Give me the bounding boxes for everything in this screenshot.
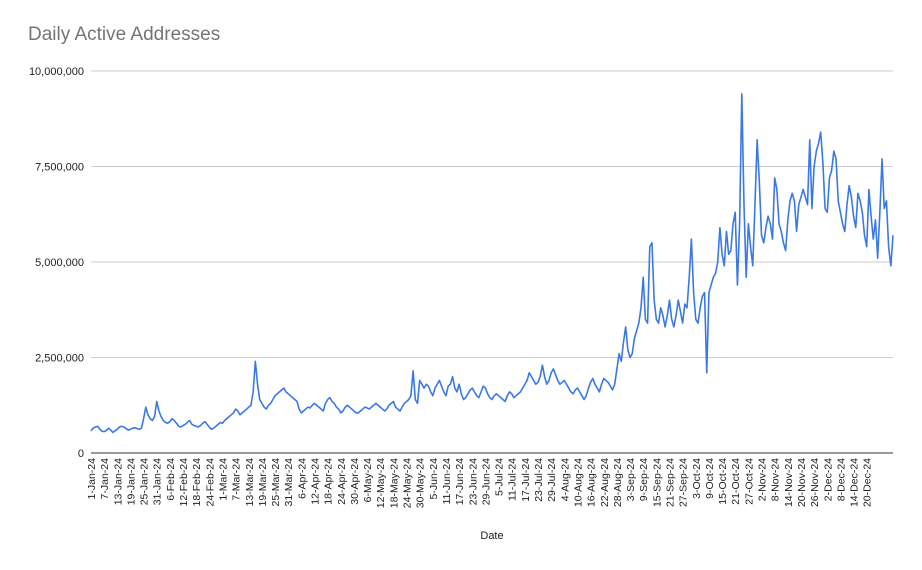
y-tick-label: 2,500,000 [35,353,84,365]
x-tick-label: 27-Oct-24 [743,458,755,505]
x-tick-label: 12-Apr-24 [310,458,322,505]
chart-title: Daily Active Addresses [28,24,221,45]
x-tick-label: 6-May-24 [362,458,374,503]
x-tick-label: 22-Aug-24 [599,458,611,507]
x-tick-label: 31-Jan-24 [152,458,164,505]
x-tick-label: 18-Apr-24 [323,458,335,505]
x-tick-label: 27-Sep-24 [678,458,690,507]
x-tick-label: 2-Nov-24 [757,458,769,501]
x-tick-label: 21-Sep-24 [664,458,676,507]
x-tick-label: 28-Aug-24 [612,458,624,507]
x-tick-label: 13-Mar-24 [244,458,256,507]
x-tick-label: 3-Oct-24 [691,458,703,499]
x-tick-label: 26-Nov-24 [809,458,821,507]
x-tick-label: 11-Jun-24 [441,458,453,505]
x-tick-label: 4-Aug-24 [559,458,571,501]
y-tick-label: 5,000,000 [35,257,84,269]
x-tick-label: 31-Mar-24 [283,458,295,507]
x-tick-label: 7-Jan-24 [99,458,111,500]
x-tick-label: 12-May-24 [375,458,387,508]
x-tick-label: 1-Jan-24 [86,458,98,500]
x-tick-label: 20-Dec-24 [862,458,874,507]
x-tick-label: 21-Oct-24 [730,458,742,505]
x-tick-label: 17-Jul-24 [520,458,532,502]
x-tick-label: 25-Jan-24 [139,458,151,505]
x-tick-label: 29-Jul-24 [546,458,558,502]
x-tick-label: 8-Nov-24 [770,458,782,501]
x-tick-label: 8-Dec-24 [835,458,847,501]
x-tick-label: 5-Jul-24 [494,458,506,496]
x-tick-label: 19-Jan-24 [125,458,137,505]
x-tick-label: 20-Nov-24 [796,458,808,507]
x-tick-label: 24-Apr-24 [336,458,348,505]
x-tick-label: 15-Oct-24 [717,458,729,505]
y-tick-label: 7,500,000 [35,162,84,174]
x-tick-label: 1-Mar-24 [217,458,229,501]
x-tick-label: 3-Sep-24 [625,458,637,501]
x-tick-label: 25-Mar-24 [270,458,282,507]
x-tick-label: 12-Feb-24 [178,458,190,507]
x-tick-label: 30-May-24 [415,458,427,508]
x-tick-label: 19-Mar-24 [257,458,269,507]
x-tick-label: 6-Apr-24 [296,458,308,499]
series-line [90,93,894,434]
x-tick-label: 2-Dec-24 [822,458,834,501]
gridlines [91,70,893,454]
x-axis-label: Date [480,530,503,542]
x-tick-label: 29-Jun-24 [480,458,492,505]
x-tick-label: 17-Jun-24 [454,458,466,505]
x-tick-label: 6-Feb-24 [165,458,177,501]
x-tick-label: 15-Sep-24 [651,458,663,507]
x-tick-label: 24-Feb-24 [204,458,216,507]
y-axis-tick-labels: 0 2,500,000 5,000,000 7,500,000 10,000,000 [29,66,84,460]
x-tick-label: 23-Jun-24 [467,458,479,505]
x-tick-label: 9-Oct-24 [704,458,716,499]
x-tick-label: 16-Aug-24 [586,458,598,507]
x-tick-label: 11-Jul-24 [507,458,519,501]
x-tick-label: 18-May-24 [388,458,400,508]
x-tick-label: 14-Nov-24 [783,458,795,507]
x-tick-label: 23-Jul-24 [533,458,545,502]
x-tick-label: 10-Aug-24 [572,458,584,507]
x-tick-label: 14-Dec-24 [849,458,861,507]
x-tick-label: 9-Sep-24 [638,458,650,501]
x-axis-tick-labels: 1-Jan-24 7-Jan-24 13-Jan-24 19-Jan-24 25-Jan… [86,458,874,508]
y-tick-label: 0 [78,448,84,460]
x-tick-label: 24-May-24 [402,458,414,508]
x-tick-label: 7-Mar-24 [231,458,243,501]
x-tick-label: 30-Apr-24 [349,458,361,505]
x-tick-label: 13-Jan-24 [112,458,124,505]
x-tick-label: 5-Jun-24 [428,458,440,500]
x-tick-label: 18-Feb-24 [191,458,203,507]
y-tick-label: 10,000,000 [29,66,84,78]
